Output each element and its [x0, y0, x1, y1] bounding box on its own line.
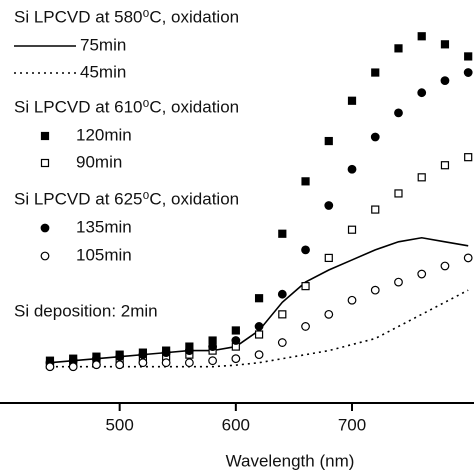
marker — [463, 68, 473, 77]
marker — [301, 245, 310, 255]
legend-swatch — [40, 158, 50, 168]
legend-label: 105min — [76, 245, 132, 264]
marker — [301, 177, 310, 186]
marker — [115, 360, 125, 370]
marker — [278, 310, 287, 319]
marker — [370, 285, 380, 295]
marker — [440, 76, 450, 85]
marker — [45, 362, 55, 372]
marker — [464, 153, 473, 162]
marker — [254, 294, 264, 303]
marker — [394, 189, 403, 198]
legend-label: 135min — [76, 217, 132, 236]
marker — [254, 322, 264, 331]
marker — [347, 164, 357, 174]
marker — [417, 32, 426, 41]
marker — [278, 229, 287, 238]
marker — [208, 342, 218, 351]
series-line — [49, 289, 469, 368]
marker — [231, 326, 240, 335]
marker — [231, 354, 241, 364]
marker — [324, 201, 334, 210]
marker — [161, 358, 171, 368]
marker — [301, 282, 310, 291]
marker — [277, 289, 287, 299]
marker — [324, 136, 333, 146]
legend-title: Si LPCVD at 580⁰C, oxidation — [14, 7, 239, 26]
marker — [347, 295, 357, 305]
marker — [138, 350, 148, 360]
legend-swatch — [40, 223, 50, 233]
marker — [277, 338, 287, 347]
legend-swatch — [40, 131, 50, 141]
marker — [324, 309, 334, 319]
marker — [463, 253, 473, 263]
marker — [324, 253, 333, 263]
marker — [417, 173, 426, 182]
marker — [417, 269, 427, 279]
marker — [115, 352, 125, 362]
marker — [138, 358, 148, 368]
legend-label: 75min — [80, 35, 126, 54]
marker — [464, 52, 473, 61]
x-tick-label: 600 — [222, 415, 250, 434]
legend-label: 120min — [76, 125, 132, 144]
marker — [161, 348, 171, 358]
legend-label: 90min — [76, 152, 122, 171]
x-tick-label: 500 — [105, 415, 133, 434]
x-tick-label: 700 — [338, 415, 366, 434]
marker — [417, 88, 427, 98]
marker — [440, 261, 450, 271]
marker — [208, 356, 218, 366]
marker — [440, 161, 450, 170]
legend-title: Si LPCVD at 610⁰C, oxidation — [14, 97, 239, 116]
legend-swatch — [40, 251, 50, 261]
marker — [184, 358, 194, 368]
marker — [301, 322, 310, 331]
x-axis-label: Wavelength (nm) — [226, 451, 355, 470]
annotation: Si deposition: 2min — [14, 301, 158, 320]
marker — [440, 40, 450, 49]
marker — [394, 277, 403, 287]
marker — [371, 68, 380, 77]
marker — [254, 330, 264, 339]
marker — [370, 132, 380, 142]
marker — [394, 108, 403, 118]
legend-label: 45min — [80, 62, 126, 81]
marker — [371, 205, 380, 214]
legend-title: Si LPCVD at 625⁰C, oxidation — [14, 189, 239, 208]
marker — [254, 350, 264, 360]
marker — [184, 346, 194, 356]
marker — [347, 96, 357, 105]
marker — [68, 362, 78, 372]
marker — [347, 225, 357, 234]
marker — [92, 360, 101, 370]
marker — [231, 336, 241, 345]
marker — [394, 44, 403, 53]
